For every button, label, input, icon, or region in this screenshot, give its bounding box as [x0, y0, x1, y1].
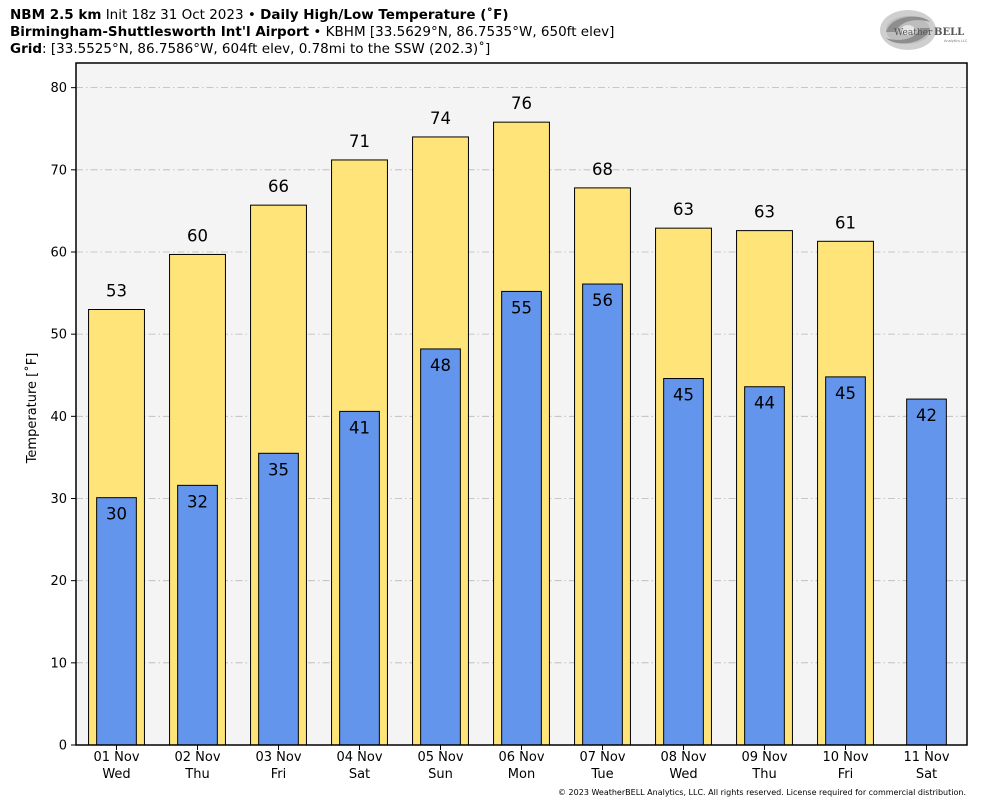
low-value-label: 56: [592, 291, 613, 310]
y-tick-label: 70: [50, 163, 67, 178]
grid-info: : [33.5525°N, 86.7586°W, 604ft elev, 0.7…: [42, 41, 491, 57]
x-tick-date-label: 01 Nov: [93, 750, 139, 765]
x-tick-date-label: 08 Nov: [660, 750, 706, 765]
station-info: KBHM [33.5629°N, 86.7535°W, 650ft elev]: [325, 24, 615, 40]
x-tick-day-label: Wed: [102, 767, 130, 782]
low-value-label: 45: [673, 386, 694, 405]
low-bar: [744, 386, 785, 746]
low-temperature-bars: [96, 283, 947, 746]
x-tick-day-label: Fri: [838, 767, 854, 782]
y-tick-label: 30: [50, 492, 67, 507]
logo-subtext: Analytics LLC: [944, 39, 968, 43]
weatherbell-logo: Weather BELL Analytics LLC: [880, 10, 968, 50]
low-bar: [96, 497, 137, 746]
header-line-2: Birmingham-Shuttlesworth Int'l Airport •…: [10, 24, 614, 40]
low-value-label: 48: [430, 356, 451, 375]
y-tick-label: 60: [50, 245, 67, 260]
y-axis: 0 10 20 30 40 50 60 70 80: [50, 81, 76, 754]
low-value-label: 45: [835, 384, 856, 403]
x-tick-day-label: Wed: [669, 767, 697, 782]
x-tick-day-label: Sun: [428, 767, 453, 782]
y-tick-label: 80: [50, 81, 67, 96]
low-value-label: 44: [754, 394, 775, 413]
low-value-label: 55: [511, 298, 532, 317]
low-bar: [339, 410, 380, 746]
low-bar: [825, 376, 866, 746]
y-tick-label: 40: [50, 410, 67, 425]
header-line-3: Grid: [33.5525°N, 86.7586°W, 604ft elev,…: [10, 41, 490, 57]
low-value-label: 41: [349, 418, 370, 437]
high-value-label: 60: [187, 226, 208, 245]
high-value-label: 53: [106, 282, 127, 301]
x-axis: 01 Nov Wed 02 Nov Thu 03 Nov Fri 04 Nov Sat 05 N…: [93, 745, 950, 782]
copyright-notice: © 2023 WeatherBELL Analytics, LLC. All r…: [558, 788, 966, 797]
init-time: Init 18z 31 Oct 2023: [105, 7, 244, 23]
x-tick-date-label: 03 Nov: [255, 750, 301, 765]
bar-value-labels: 53 30 60 32 66 35 71 41 74 48 76 55 68 56 63 45 63 44 61 45…: [106, 94, 937, 524]
low-bar: [906, 398, 947, 746]
high-value-label: 61: [835, 213, 856, 232]
high-value-label: 63: [673, 200, 694, 219]
high-value-label: 66: [268, 177, 289, 196]
low-value-label: 30: [106, 505, 127, 524]
low-bar: [663, 378, 704, 746]
x-tick-day-label: Sat: [916, 767, 937, 782]
x-tick-day-label: Sat: [349, 767, 370, 782]
low-bar: [258, 452, 299, 746]
logo-text-a: Weather: [894, 28, 933, 38]
x-tick-day-label: Thu: [751, 767, 776, 782]
model-name: NBM 2.5 km: [10, 7, 102, 23]
low-bar: [501, 290, 542, 746]
y-tick-label: 0: [59, 739, 67, 754]
low-value-label: 32: [187, 492, 208, 511]
x-tick-date-label: 02 Nov: [174, 750, 220, 765]
high-value-label: 76: [511, 94, 532, 113]
high-value-label: 63: [754, 203, 775, 222]
x-tick-date-label: 06 Nov: [498, 750, 544, 765]
low-bar: [582, 283, 623, 746]
low-value-label: 42: [916, 406, 937, 425]
x-tick-date-label: 07 Nov: [579, 750, 625, 765]
y-tick-label: 10: [50, 656, 67, 671]
grid-label: Grid: [10, 41, 43, 57]
header-separator: •: [247, 7, 256, 23]
header-separator: •: [313, 24, 322, 40]
high-value-label: 68: [592, 160, 613, 179]
low-bar: [177, 484, 218, 746]
x-tick-day-label: Mon: [508, 767, 535, 782]
chart-title: Daily High/Low Temperature (˚F): [260, 7, 509, 23]
x-tick-day-label: Thu: [184, 767, 209, 782]
low-bar: [420, 348, 461, 746]
low-value-label: 35: [268, 460, 289, 479]
high-value-label: 71: [349, 132, 370, 151]
x-tick-date-label: 11 Nov: [903, 750, 949, 765]
y-tick-label: 20: [50, 574, 67, 589]
y-axis-label: Temperature [˚F]: [24, 353, 40, 465]
logo-text-b: BELL: [934, 27, 964, 38]
high-value-label: 74: [430, 109, 451, 128]
station-name: Birmingham-Shuttlesworth Int'l Airport: [10, 24, 310, 40]
x-tick-day-label: Fri: [271, 767, 287, 782]
header-line-1: NBM 2.5 km Init 18z 31 Oct 2023 • Daily …: [10, 7, 509, 23]
x-tick-date-label: 09 Nov: [741, 750, 787, 765]
x-tick-day-label: Tue: [590, 767, 613, 782]
x-tick-date-label: 04 Nov: [336, 750, 382, 765]
x-tick-date-label: 05 Nov: [417, 750, 463, 765]
x-tick-date-label: 10 Nov: [822, 750, 868, 765]
y-tick-label: 50: [50, 328, 67, 343]
hurricane-swirl-icon: [880, 10, 936, 50]
